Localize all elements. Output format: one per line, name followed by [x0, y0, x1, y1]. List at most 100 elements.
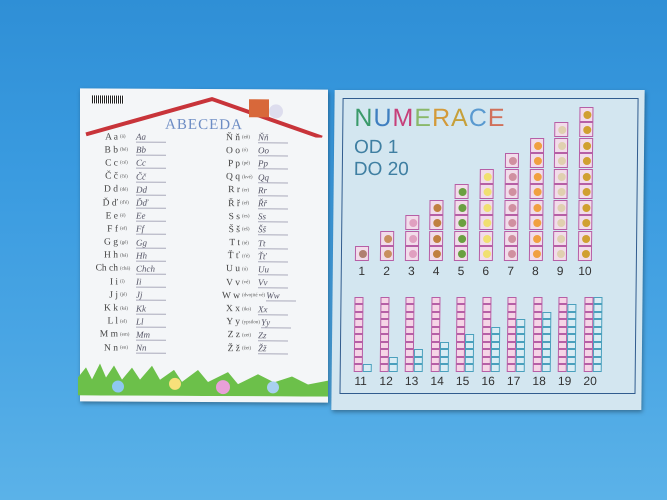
ten-square [481, 364, 491, 372]
ten-square [481, 356, 491, 364]
item-icon [582, 203, 591, 212]
unit-square [464, 364, 474, 372]
unit-square [413, 364, 423, 372]
number-label: 6 [482, 264, 490, 278]
counting-cell [578, 168, 594, 184]
ten-square [379, 341, 389, 349]
letter-cursive: Ťť [258, 251, 288, 263]
counting-cell [553, 230, 568, 246]
letter-row: J j (jé) Jj [82, 289, 166, 303]
letter-row: E e (é) Ee [82, 209, 166, 223]
unit-square [516, 334, 526, 342]
unit-square [566, 341, 577, 349]
unit-square [439, 364, 449, 372]
ten-square [583, 296, 594, 304]
letter-print: Ch ch [95, 263, 118, 275]
counting-cell [528, 230, 543, 246]
title-letter: A [450, 104, 469, 132]
ten-square [481, 326, 491, 334]
letter-print: Z z [227, 330, 240, 341]
ten-square [379, 334, 389, 342]
letter-row: Y y (ypsilon) Yy [204, 316, 296, 330]
counting-cell [554, 122, 569, 137]
counting-cell [553, 199, 568, 215]
letter-cursive: Cc [136, 158, 166, 170]
item-icon [458, 219, 467, 227]
letter-print: W w [221, 290, 240, 302]
number-label: 1 [358, 264, 366, 278]
ten-square [583, 341, 593, 349]
counting-cell [579, 106, 594, 122]
item-icon [557, 188, 567, 196]
letter-row: B b (bé) Bb [82, 144, 166, 158]
item-icon [583, 126, 592, 134]
ten-square [353, 356, 363, 364]
ten-square [430, 296, 441, 304]
number-label: 11 [354, 374, 367, 388]
letter-print: U u [226, 264, 240, 275]
ten-square [456, 304, 466, 312]
ten-square [583, 326, 593, 334]
counting-cell [454, 184, 469, 199]
letter-cursive: Pp [258, 158, 288, 170]
ten-square [430, 334, 440, 342]
unit-square [464, 341, 475, 349]
letter-pronunciation: (ťé) [242, 253, 250, 260]
unit-square [541, 334, 551, 342]
ten-square [456, 296, 466, 304]
counting-cell [528, 215, 543, 230]
ten-square [455, 356, 465, 364]
item-icon [533, 141, 542, 150]
letter-cursive: Vv [258, 277, 288, 289]
counting-cell [354, 246, 370, 261]
counting-cell [503, 246, 518, 261]
ten-square [379, 304, 389, 312]
item-icon [557, 219, 566, 227]
unit-square [515, 356, 525, 364]
ten-square [353, 349, 363, 357]
letter-pronunciation: (kvé) [242, 174, 253, 180]
letter-pronunciation: (dé) [120, 187, 129, 193]
ten-square [456, 326, 466, 334]
ten-square [430, 356, 440, 364]
number-label: 18 [532, 374, 546, 388]
ten-square [379, 319, 389, 327]
item-icon [383, 234, 392, 243]
counting-cell [529, 153, 544, 168]
ten-square [506, 356, 516, 364]
ten-square [506, 341, 517, 349]
title-letter: E [487, 104, 506, 132]
letter-cursive: Hh [136, 250, 166, 262]
counting-cell [554, 153, 569, 168]
item-icon [557, 234, 566, 243]
letter-row: P p (pé) Pp [204, 157, 296, 171]
title-letter: M [392, 104, 415, 132]
unit-square [464, 356, 474, 364]
letter-cursive: Oo [258, 145, 288, 157]
item-icon [458, 234, 467, 243]
ten-square [558, 296, 568, 304]
item-icon [558, 157, 567, 165]
poster-title: NUMERACE [354, 104, 505, 132]
unit-square [388, 356, 398, 364]
ten-square [354, 326, 364, 334]
letter-row: O o (ó) Oo [204, 144, 296, 158]
ten-square [507, 304, 517, 312]
letter-cursive: Jj [136, 289, 166, 302]
number-label: 16 [481, 374, 495, 388]
counting-cell [504, 199, 519, 215]
letter-cursive: Bb [136, 144, 166, 157]
letter-row: W w (dvojité vé) Ww [204, 289, 297, 303]
counting-cell [454, 199, 469, 215]
item-icon [483, 188, 492, 196]
item-icon [533, 188, 542, 196]
ten-square [379, 296, 390, 304]
counting-cell [479, 230, 494, 246]
number-label: 13 [404, 374, 419, 388]
ten-square [354, 334, 364, 342]
unit-square [515, 349, 525, 357]
ten-square [481, 334, 491, 342]
counting-cell [578, 184, 593, 199]
ten-square [353, 364, 363, 372]
counting-cell [529, 184, 544, 199]
